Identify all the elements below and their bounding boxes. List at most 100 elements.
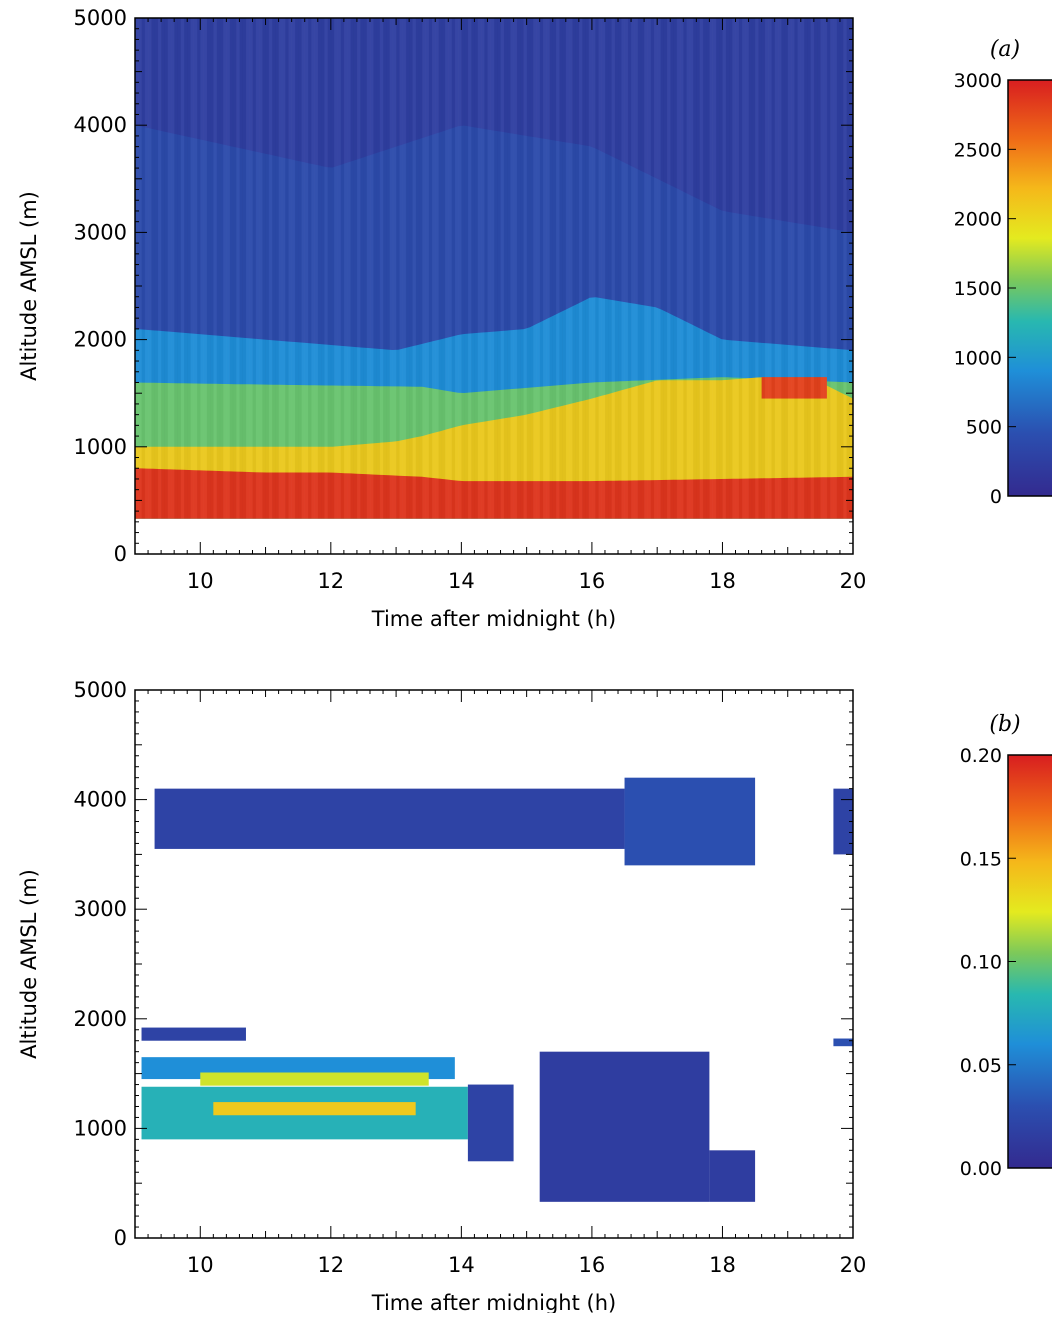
texture-strip [755,18,759,519]
texture-strip [566,18,570,519]
x-tick-label: 20 [840,1253,867,1277]
texture-strip [687,18,691,519]
texture-strip [318,18,322,519]
texture-strip [742,18,746,519]
texture-strip [843,18,847,519]
texture-strip [739,18,743,519]
texture-strip [784,18,788,519]
texture-strip [442,18,446,519]
texture-strip [680,18,684,519]
texture-strip [510,18,514,519]
texture-strip [670,18,674,519]
texture-strip [236,18,240,519]
texture-strip [762,18,766,519]
texture-strip [445,18,449,519]
texture-strip [559,18,563,519]
texture-strip [213,18,217,519]
texture-strip [683,18,687,519]
y-tick-label: 1000 [74,435,127,459]
signal-region [539,1051,710,1202]
texture-strip [155,18,159,519]
texture-strip [520,18,524,519]
texture-strip [177,18,181,519]
texture-strip [605,18,609,519]
texture-strip [794,18,798,519]
texture-strip [377,18,381,519]
texture-strip [517,18,521,519]
texture-strip [807,18,811,519]
texture-strip [569,18,573,519]
texture-strip [350,18,354,519]
texture-strip [220,18,224,519]
texture-strip [416,18,420,519]
texture-strip [288,18,292,519]
texture-strip [484,18,488,519]
texture-strip [386,18,390,519]
colorbar-tick-label: 1000 [954,347,1002,369]
texture-strip [331,18,335,519]
x-tick-label: 12 [317,1253,344,1277]
texture-strip [429,18,433,519]
texture-strip [507,18,511,519]
texture-strip [148,18,152,519]
texture-strip [504,18,508,519]
colorbar-tick-label: 1500 [954,278,1002,300]
texture-strip [181,18,185,519]
y-tick-label: 0 [114,542,127,566]
texture-strip [412,18,416,519]
texture-strip [315,18,319,519]
texture-strip [667,18,671,519]
texture-strip [563,18,567,519]
signal-region [624,777,756,866]
core-band [200,1072,429,1086]
y-tick-label: 4000 [74,113,127,137]
texture-strip [804,18,808,519]
texture-strip [543,18,547,519]
panel-label: (b) [989,712,1020,737]
texture-strip [837,18,841,519]
panel-label: (a) [990,37,1020,62]
texture-strip [266,18,270,519]
texture-strip [647,18,651,519]
x-tick-label: 10 [187,1253,214,1277]
texture-strip [161,18,165,519]
y-tick-label: 5000 [74,6,127,30]
texture-strip [422,18,426,519]
y-axis-title: Altitude AMSL (m) [17,191,41,381]
texture-strip [468,18,472,519]
texture-strip [194,18,198,519]
texture-strip [527,18,531,519]
texture-strip [530,18,534,519]
texture-strip [171,18,175,519]
texture-strip [514,18,518,519]
texture-strip [709,18,713,519]
texture-strip [406,18,410,519]
texture-strip [324,18,328,519]
texture-strip [370,18,374,519]
texture-strip [582,18,586,519]
colorbar-tick-label: 0.20 [960,745,1002,767]
y-tick-label: 4000 [74,788,127,812]
texture-strip [611,18,615,519]
texture-strip [549,18,553,519]
texture-strip [791,18,795,519]
texture-strip [243,18,247,519]
texture-strip [393,18,397,519]
texture-strip [654,18,658,519]
texture-strip [700,18,704,519]
texture-strip [233,18,237,519]
texture-strip [432,18,436,519]
texture-strip [357,18,361,519]
texture-strip [811,18,815,519]
texture-strip [439,18,443,519]
texture-strip [383,18,387,519]
texture-strip [334,18,338,519]
texture-strip [262,18,266,519]
y-tick-label: 2000 [74,1007,127,1031]
x-tick-label: 18 [709,1253,736,1277]
texture-strip [461,18,465,519]
texture-strip [367,18,371,519]
texture-strip [677,18,681,519]
x-tick-label: 16 [579,1253,606,1277]
